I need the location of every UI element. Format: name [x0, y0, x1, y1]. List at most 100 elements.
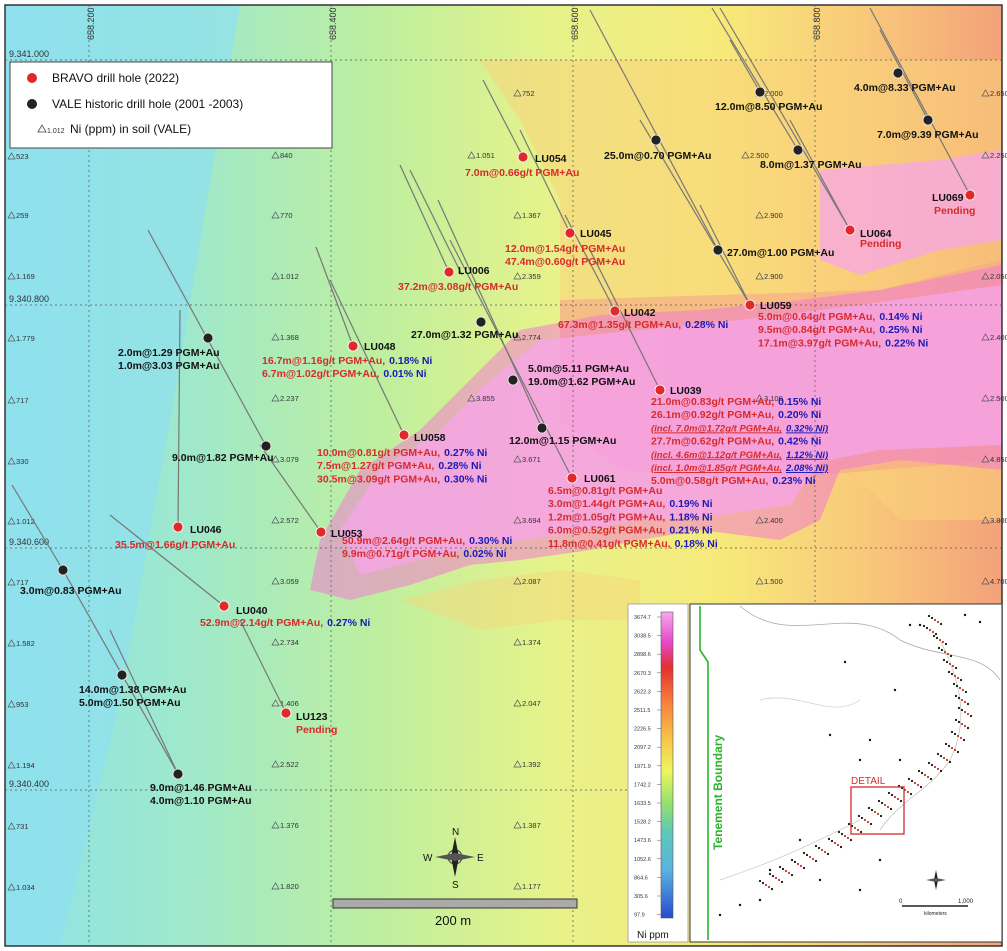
bravo-hole-marker — [844, 224, 856, 236]
inset-drill-dot — [931, 630, 935, 634]
inset-scale-tick: 1,000 — [958, 899, 974, 905]
inset-drill-dot — [950, 672, 954, 676]
inset-drill-dot — [936, 752, 940, 756]
soil-triangle-icon — [981, 272, 990, 280]
inset-drill-dot — [941, 640, 945, 644]
inset-drill-dot — [883, 803, 887, 807]
soil-value: 2.400 — [764, 516, 783, 525]
inset-drill-dot — [963, 700, 967, 704]
intercept-grade: 37.2m@3.08g/t PGM+Au — [398, 281, 518, 293]
vale-intercept: 4.0m@1.10 PGM+Au — [150, 795, 252, 807]
soil-triangle-icon — [981, 89, 990, 97]
vale-intercept: 5.0m@5.11 PGM+Au — [528, 363, 629, 375]
inset-drill-dot — [940, 648, 944, 652]
intercept-ni: 0.19% Ni — [669, 498, 712, 510]
inset-drill-dot — [955, 684, 959, 688]
intercept-grade: 6.5m@0.81g/t PGM+Au — [548, 485, 662, 497]
soil-sample: 2.050 — [981, 272, 1007, 281]
north-arrow: N S E W — [423, 827, 484, 891]
scale-bar: 200 m — [332, 898, 578, 928]
intercept-ni: 0.27% Ni — [327, 617, 370, 629]
inset-drill-dot — [945, 758, 949, 762]
vale-hole — [922, 114, 934, 126]
hole-status: Pending — [296, 724, 337, 736]
intercept-grade: 11.8m@0.41g/t PGM+Au, — [548, 538, 671, 550]
inset-drill-dot — [960, 722, 964, 726]
intercept-ni: 0.42% Ni — [778, 436, 821, 448]
soil-value: 840 — [280, 151, 293, 160]
intercept-line: 37.2m@3.08g/t PGM+Au — [398, 281, 518, 293]
inset-drill-dot — [936, 620, 940, 624]
soil-triangle-icon — [7, 272, 16, 280]
legend: BRAVO drill hole (2022) VALE historic dr… — [9, 61, 333, 149]
inset-drill-dot — [927, 761, 931, 765]
inset-drill-dot — [963, 724, 967, 728]
intercept-line: 67.3m@1.35g/t PGM+Au, 0.28% Ni — [558, 319, 728, 331]
soil-value: 2.500 — [990, 394, 1007, 403]
tenement-label: Tenement Boundary — [711, 735, 725, 850]
inset-drill-dot — [923, 773, 927, 777]
intercept-ni: 0.30% Ni — [444, 473, 487, 485]
bravo-hole-lu059 — [744, 299, 756, 311]
intercept-line: (incl. 7.0m@1.72g/t PGM+Au, 0.32% Ni) — [651, 423, 828, 434]
intercept-line: 7.5m@1.27g/t PGM+Au, 0.28% Ni — [317, 460, 482, 472]
intercept-ni: 2.08% Ni) — [785, 463, 828, 474]
intercept-grade: 7.0m@0.66g/t PGM+Au — [465, 167, 579, 179]
soil-triangle-icon — [271, 394, 280, 402]
inset-drill-dot — [817, 846, 821, 850]
soil-sample: 2.734 — [271, 638, 299, 647]
grid-y-label: 9.340.800 — [9, 294, 49, 304]
inset-drill-dot — [758, 898, 762, 902]
bravo-hole-lu048 — [347, 340, 359, 352]
intercept-grade: 26.1m@0.92g/t PGM+Au, — [651, 409, 774, 421]
inset-drill-dot — [938, 638, 942, 642]
intercept-grade: 6.0m@0.52g/t PGM+Au, — [548, 525, 665, 537]
hole-name: LU069 — [932, 192, 964, 204]
intercept-grade: 30.5m@3.09g/t PGM+Au, — [317, 473, 440, 485]
inset-drill-dot — [933, 618, 937, 622]
inset-drill-dot — [936, 767, 940, 771]
inset-drill-dot — [877, 799, 881, 803]
vale-hole-marker — [712, 244, 724, 256]
soil-sample: 3.694 — [513, 516, 541, 525]
drill-labels: LU054 7.0m@0.66g/t PGM+Au LU045 12.0m@1.54g… — [20, 82, 979, 807]
vale-hole-marker — [172, 768, 184, 780]
vale-intercept: 1.0m@3.03 PGM+Au — [118, 360, 220, 372]
intercept-grade: 12.0m@1.54g/t PGM+Au — [505, 243, 625, 255]
inset-drill-dot — [953, 748, 957, 752]
soil-triangle-icon — [981, 455, 990, 463]
inset-drill-dot — [814, 859, 818, 863]
soil-value: 770 — [280, 211, 293, 220]
inset-drill-dot — [916, 783, 920, 787]
inset-drill-dot — [898, 758, 902, 762]
intercept-ni: 0.21% Ni — [669, 525, 712, 537]
intercept-grade: (incl. 4.6m@1.12g/t PGM+Au, — [651, 450, 782, 461]
hole-name: LU006 — [458, 265, 490, 277]
inset-drill-dot — [889, 807, 893, 811]
soil-triangle-icon — [271, 455, 280, 463]
intercept-ni: 0.15% Ni — [778, 396, 821, 408]
inset-drill-dot — [966, 712, 970, 716]
inset-drill-dot — [780, 880, 784, 884]
intercept-ni: 0.32% Ni) — [786, 423, 828, 434]
inset-drill-dot — [963, 710, 967, 714]
soil-triangle-icon — [271, 882, 280, 890]
soil-value: 1.177 — [522, 882, 541, 891]
intercept-grade: 9.9m@0.71g/t PGM+Au, — [342, 548, 459, 560]
inset-drill-dot — [942, 658, 946, 662]
inset-drill-dot — [808, 855, 812, 859]
soil-value: 1.387 — [522, 821, 541, 830]
soil-sample: 3.059 — [271, 577, 299, 586]
bravo-hole-lu046 — [172, 521, 184, 533]
inset-drill-dot — [893, 688, 897, 692]
inset-drill-dot — [927, 614, 931, 618]
vale-hole-marker — [754, 86, 766, 98]
intercept-ni: 0.20% Ni — [778, 409, 821, 421]
soil-value: 2.359 — [522, 272, 541, 281]
inset-drill-dot — [858, 758, 862, 762]
inset-drill-dot — [761, 881, 765, 885]
inset-drill-dot — [920, 771, 924, 775]
soil-triangle-icon — [271, 333, 280, 341]
intercept-line: 3.0m@1.44g/t PGM+Au, 0.19% Ni — [548, 498, 713, 510]
